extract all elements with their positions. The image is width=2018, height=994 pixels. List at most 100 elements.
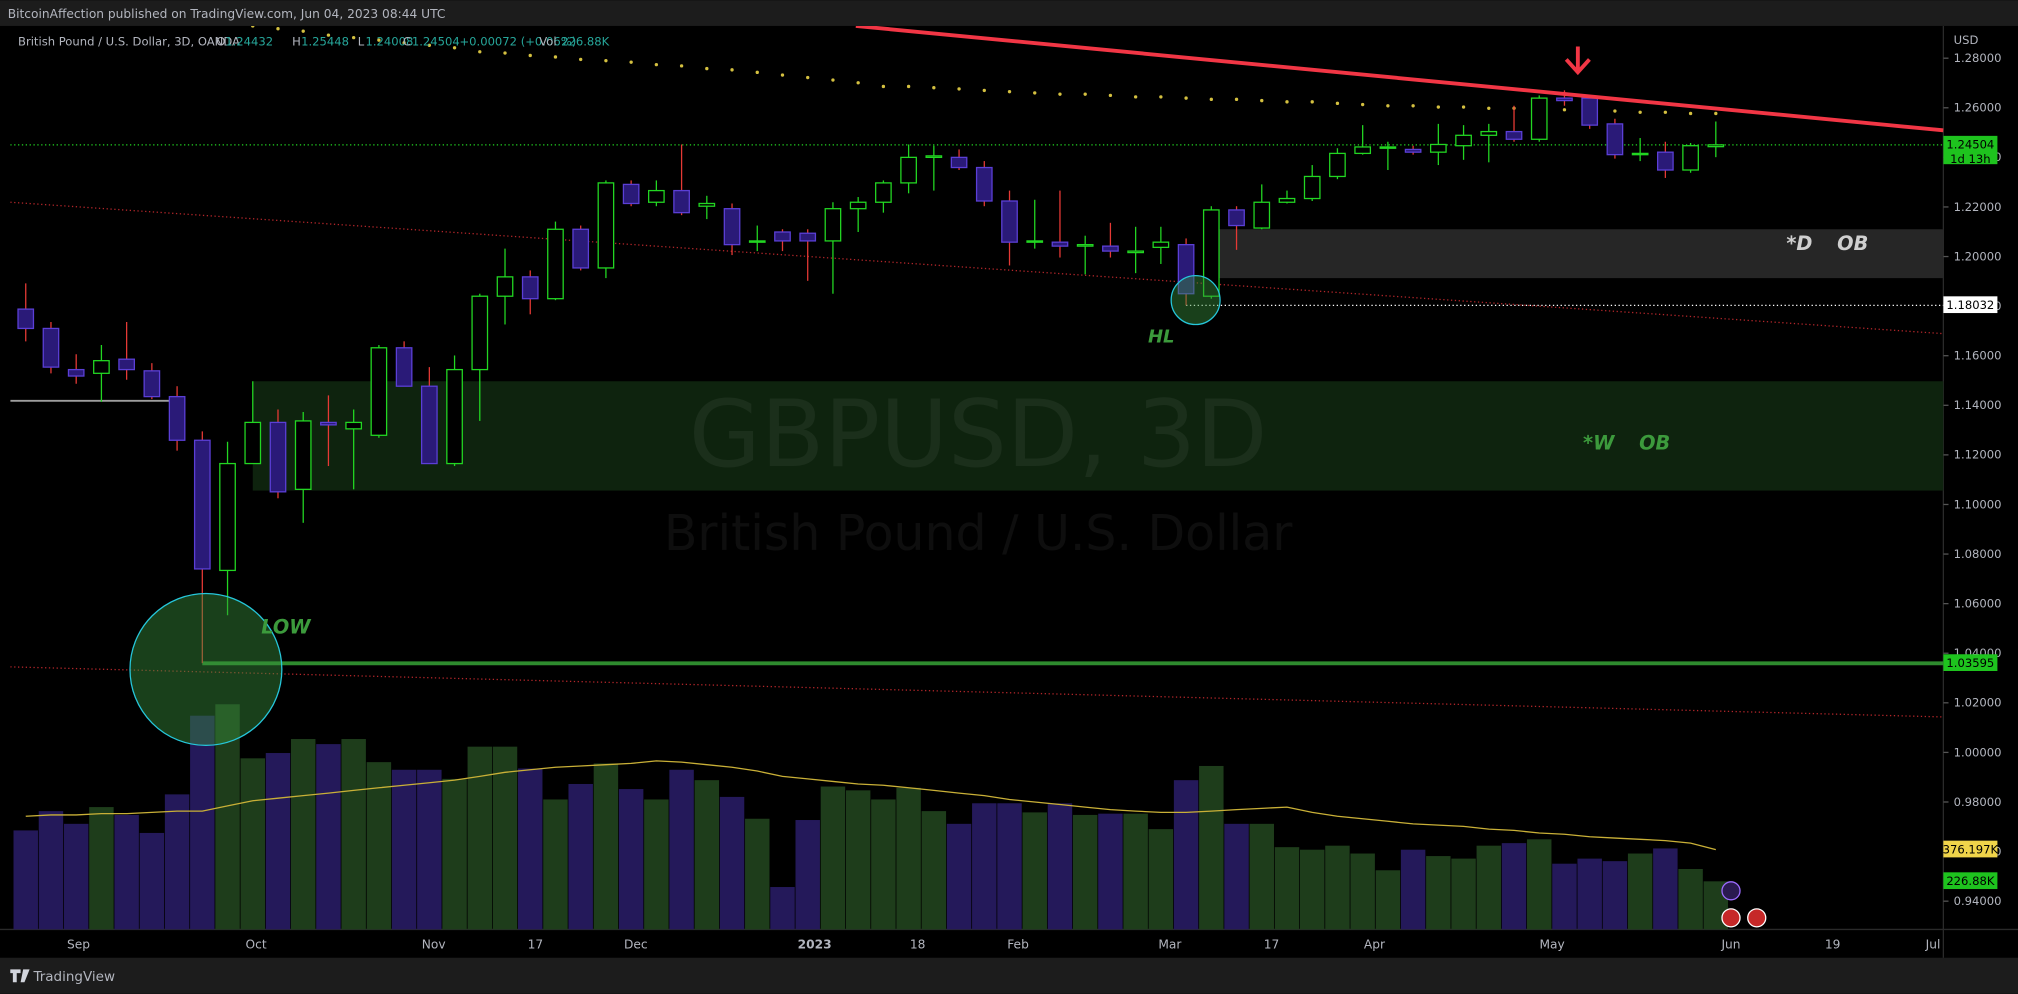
volume-bar	[164, 794, 190, 930]
volume-bar	[1173, 780, 1199, 930]
volume-bar	[972, 803, 997, 930]
candle-body	[1001, 200, 1018, 243]
volume-bar	[770, 887, 795, 930]
volume-bar	[13, 830, 38, 930]
volume-bar	[316, 744, 341, 930]
candle-body	[1076, 243, 1094, 247]
candle-body	[521, 276, 539, 300]
sar-dot	[1310, 100, 1314, 104]
volume-bar	[568, 783, 593, 930]
last-price-label-box	[1943, 135, 1998, 165]
event-icon	[1721, 881, 1741, 901]
x-tick-label: 17	[528, 938, 544, 952]
volume-bar	[265, 753, 291, 930]
volume-bar	[820, 786, 846, 930]
candle-body	[294, 420, 312, 490]
legend-symbol: British Pound / U.S. Dollar, 3D, OANDA	[18, 34, 240, 48]
volume-bar	[1451, 858, 1476, 930]
volume-bar	[1022, 812, 1047, 930]
candle-body	[1656, 151, 1674, 171]
candle-body	[1505, 130, 1523, 140]
candle-body	[849, 201, 867, 210]
candle-body	[395, 347, 413, 387]
candle-body	[698, 202, 716, 207]
sar-dot	[402, 41, 406, 45]
volume-bar	[366, 762, 392, 930]
sar-dot	[427, 43, 432, 47]
currency-label: USD	[1954, 33, 1979, 47]
candle-body	[824, 208, 842, 242]
candle-body	[1127, 250, 1145, 254]
volume-label-box	[1943, 872, 1998, 890]
volume-bar	[190, 715, 215, 930]
sar-dot	[806, 75, 810, 80]
volume-bar	[644, 799, 669, 930]
sar-dot	[780, 73, 785, 77]
x-tick-label: Jul	[1925, 938, 1941, 952]
candle-body	[1253, 201, 1271, 229]
volume-bar	[391, 769, 417, 930]
sar-dot	[1133, 95, 1138, 99]
sar-dot	[1360, 102, 1365, 107]
sar-dot	[1260, 98, 1264, 103]
y-tick-label: 1.00000	[1954, 745, 2002, 759]
candle-body	[446, 368, 463, 465]
candle-body	[1530, 97, 1548, 140]
annotation-hl: HL	[1148, 327, 1175, 348]
volume-bar	[618, 789, 644, 930]
candle-body	[1631, 152, 1649, 156]
volume-bar	[896, 787, 921, 930]
volume-bar	[139, 832, 165, 930]
candle-body	[1429, 143, 1447, 153]
brand-name: TradingView	[32, 969, 115, 985]
volume-bar	[543, 799, 568, 930]
candle-body	[269, 421, 287, 493]
y-tick-label: 1.14000	[1954, 398, 2002, 412]
sar-dot	[1386, 104, 1390, 108]
candle-body	[1051, 241, 1069, 247]
legend-letter: L	[358, 34, 365, 48]
volume-bar	[1627, 853, 1653, 930]
sar-dot	[1083, 92, 1087, 96]
sar-dot	[604, 58, 608, 63]
legend-close: 1.24504	[412, 34, 460, 48]
x-tick-label: 2023	[798, 938, 832, 952]
sar-dot	[503, 51, 507, 55]
legend-high: 1.25448	[301, 34, 349, 48]
candle-body	[345, 421, 363, 430]
event-icon	[1721, 908, 1741, 928]
volume-bar	[669, 769, 694, 930]
sar-dot	[1613, 109, 1617, 113]
candle-body	[1303, 175, 1321, 200]
zone-label: *W OB	[1583, 431, 1670, 454]
sar-dot	[1436, 105, 1441, 109]
candle-body	[496, 276, 514, 297]
low-circle	[129, 592, 283, 747]
volume-bar	[845, 790, 871, 930]
sar-dot	[1234, 97, 1239, 102]
volume-bar	[518, 768, 543, 930]
legend-low: 1.24008	[366, 34, 414, 48]
y-tick-label: 1.22000	[1954, 200, 2002, 214]
legend: British Pound / U.S. Dollar, 3D, OANDA O…	[18, 34, 610, 48]
event-icon	[1747, 908, 1767, 928]
x-tick-label: Dec	[624, 938, 648, 952]
candle-body	[143, 370, 161, 398]
sar-dot	[579, 57, 583, 62]
sar-dot	[528, 53, 532, 58]
candle-body	[93, 360, 110, 374]
volume-bar	[1123, 813, 1148, 930]
watermark-symbol: GBPUSD, 3D	[689, 380, 1267, 488]
sar-dot	[932, 86, 936, 90]
legend-letter: C	[403, 34, 411, 48]
y-tick-label: 1.26000	[1954, 101, 2002, 115]
candle-body	[1329, 152, 1346, 178]
candle-body	[17, 308, 35, 330]
volume-bar	[290, 739, 316, 930]
level-label: 1.03595	[1946, 656, 1994, 670]
candle-body	[1354, 146, 1372, 155]
volume-bar	[1375, 870, 1401, 930]
legend-letter: O	[216, 34, 225, 48]
y-tick-label: 1.08000	[1954, 547, 2002, 561]
sar-dot	[301, 29, 305, 33]
